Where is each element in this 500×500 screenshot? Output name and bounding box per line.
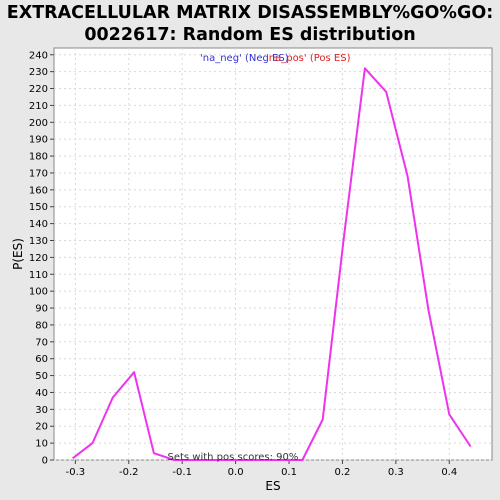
- x-tick-label: 0.1: [281, 467, 297, 478]
- x-tick-label: 0.3: [388, 467, 404, 478]
- y-tick-label: 240: [29, 50, 48, 61]
- y-tick-label: 40: [35, 388, 48, 399]
- y-tick-label: 220: [29, 84, 48, 95]
- y-tick-label: 190: [29, 135, 48, 146]
- y-tick-label: 20: [35, 422, 48, 433]
- y-tick-label: 160: [29, 185, 48, 196]
- y-tick-label: 150: [29, 202, 48, 213]
- x-axis-ticks: -0.3 -0.2 -0.1 0.0 0.1 0.2 0.3 0.4: [66, 460, 457, 478]
- series-layer: [72, 67, 472, 461]
- y-tick-label: 230: [29, 67, 48, 78]
- x-tick-label: -0.2: [119, 467, 139, 478]
- y-tick-label: 30: [35, 405, 48, 416]
- legend-entry-pos: 'na_pos' (Pos ES): [266, 53, 351, 64]
- chart-title-line-1: EXTRACELLULAR MATRIX DISASSEMBLY%GO%GO:: [6, 3, 494, 23]
- y-tick-label: 50: [35, 371, 48, 382]
- y-tick-label: 120: [29, 253, 48, 264]
- y-axis-ticks: 0 10 20 30 40 50 60 70 80 90 100 110 120 130 140 150 160…: [29, 50, 54, 467]
- x-axis-label: ES: [265, 479, 280, 493]
- y-tick-label: 100: [29, 287, 48, 298]
- y-tick-label: 10: [35, 439, 48, 450]
- y-tick-label: 70: [35, 337, 48, 348]
- x-tick-label: -0.1: [172, 467, 192, 478]
- y-tick-label: 200: [29, 118, 48, 129]
- y-axis-label: P(ES): [11, 238, 25, 270]
- y-tick-label: 140: [29, 219, 48, 230]
- x-tick-label: 0.4: [441, 467, 457, 478]
- x-tick-label: -0.3: [66, 467, 86, 478]
- y-tick-label: 210: [29, 101, 48, 112]
- x-tick-label: 0.2: [334, 467, 350, 478]
- y-tick-label: 90: [35, 304, 48, 315]
- y-tick-label: 180: [29, 152, 48, 163]
- y-tick-label: 170: [29, 168, 48, 179]
- y-tick-label: 80: [35, 320, 48, 331]
- y-tick-label: 110: [29, 270, 48, 281]
- legend-entry-neg: 'na_neg' (Neg ES): [200, 53, 289, 64]
- y-tick-label: 130: [29, 236, 48, 247]
- pos-scores-annotation: Sets with pos scores: 90%: [167, 452, 298, 463]
- y-tick-label: 0: [42, 456, 48, 467]
- y-tick-label: 60: [35, 354, 48, 365]
- x-tick-label: 0.0: [228, 467, 244, 478]
- plot-area: [53, 47, 493, 461]
- series-line-pos-es: [72, 67, 472, 461]
- chart-title: EXTRACELLULAR MATRIX DISASSEMBLY%GO%GO: …: [0, 2, 500, 46]
- chart-title-line-2: 0022617: Random ES distribution: [84, 25, 416, 45]
